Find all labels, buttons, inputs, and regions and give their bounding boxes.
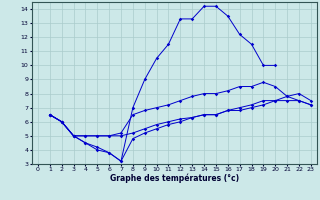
X-axis label: Graphe des températures (°c): Graphe des températures (°c) [110, 174, 239, 183]
